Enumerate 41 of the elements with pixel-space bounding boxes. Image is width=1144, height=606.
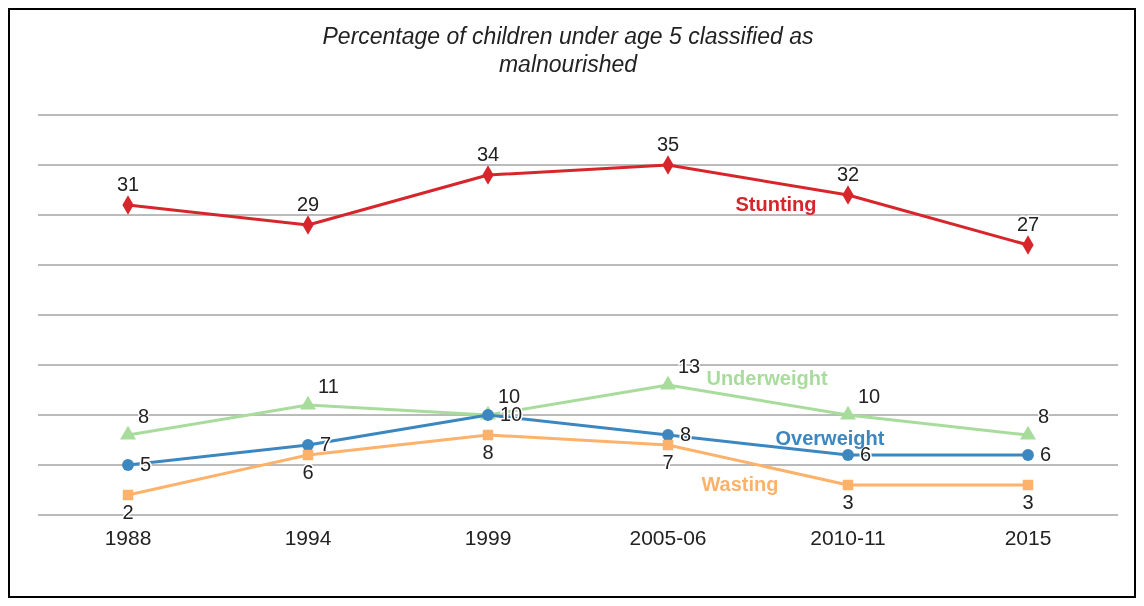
data-label: 7 [662, 451, 674, 473]
point [1022, 479, 1034, 491]
point [302, 449, 314, 461]
data-label: 13 [678, 355, 701, 377]
data-label: 34 [476, 143, 500, 165]
point [662, 439, 674, 451]
data-label: 32 [836, 163, 860, 185]
data-label: 2 [122, 501, 134, 523]
data-label: 8 [138, 405, 150, 427]
data-label: 10 [858, 385, 881, 407]
x-tick-label: 2005-06 [629, 526, 707, 549]
data-label: 31 [116, 173, 140, 195]
x-tick-label: 1994 [284, 526, 332, 549]
data-label: 3 [1022, 491, 1034, 513]
x-tick-label: 2010-11 [810, 526, 886, 549]
point [122, 459, 134, 471]
data-label: 27 [1016, 213, 1040, 235]
point [662, 429, 674, 441]
data-label: 35 [656, 133, 680, 155]
series-label: Stunting [735, 193, 817, 215]
point [482, 429, 494, 441]
x-tick-label: 1988 [104, 526, 152, 549]
data-label: 6 [302, 461, 314, 483]
data-label: 29 [296, 193, 320, 215]
point [842, 479, 854, 491]
chart-title: Percentage of children under age 5 classified as malnourished [322, 23, 814, 77]
series-label: Wasting [701, 473, 779, 495]
x-tick-label: 2015 [1004, 526, 1052, 549]
point [122, 489, 134, 501]
data-label: 6 [1040, 443, 1052, 465]
point [842, 449, 854, 461]
data-label: 8 [482, 441, 494, 463]
point [302, 439, 314, 451]
point [482, 409, 494, 421]
series-label: Underweight [706, 367, 828, 389]
data-label: 11 [318, 375, 339, 397]
data-label: 10 [498, 385, 521, 407]
data-label: 8 [1038, 405, 1050, 427]
x-tick-label: 1999 [464, 526, 512, 549]
data-label: 3 [842, 491, 854, 513]
point [1022, 449, 1034, 461]
